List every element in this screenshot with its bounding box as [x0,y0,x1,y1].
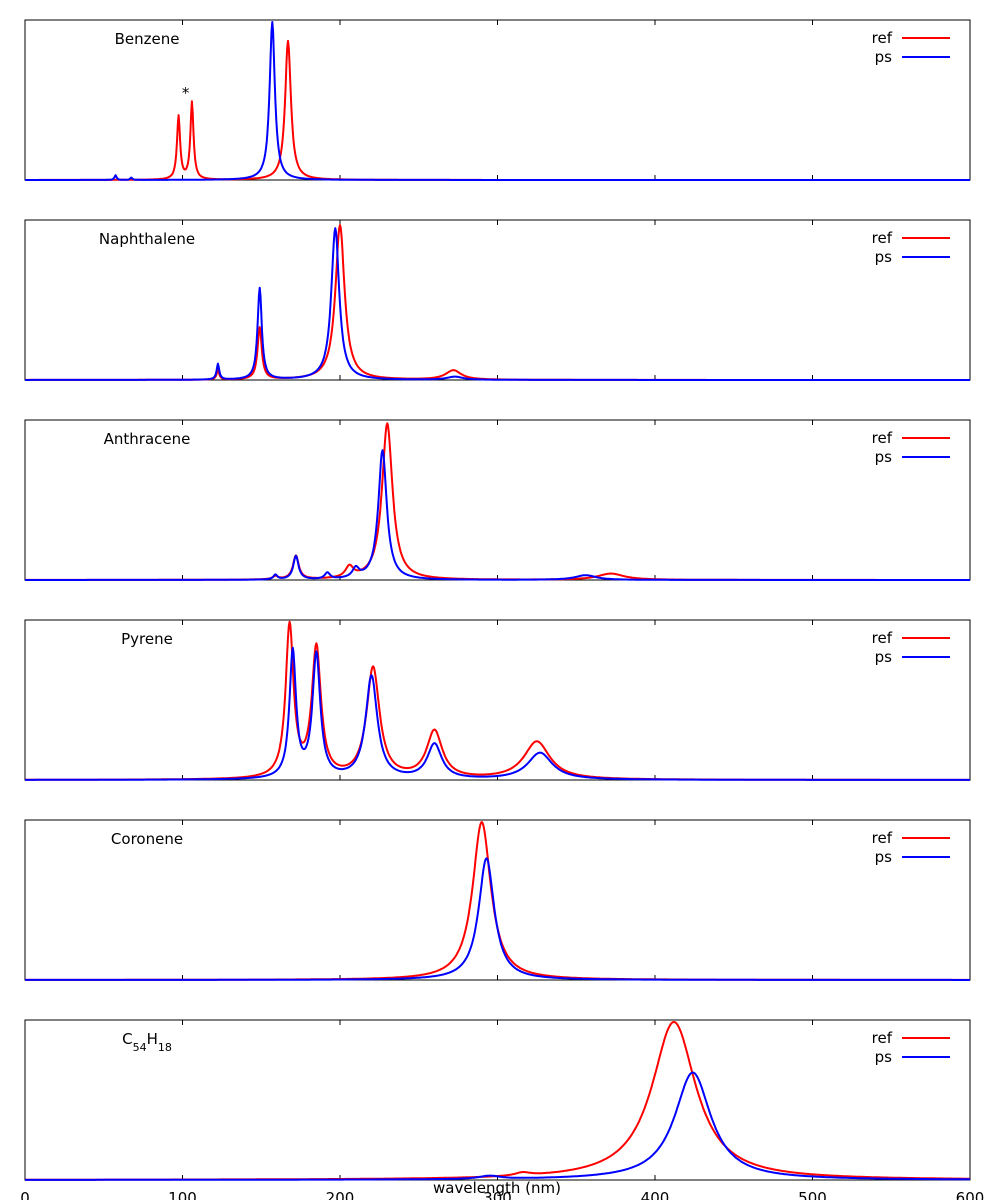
legend-label-ref: ref [872,229,893,247]
panel-title-part: 18 [158,1041,172,1054]
legend-label-ps: ps [875,848,893,866]
legend-label-ps: ps [875,648,893,666]
x-tick-label: 400 [641,1189,670,1200]
series-ps-line [24,449,971,581]
panel-title: Coronene [111,830,183,848]
legend-label-ps: ps [875,1048,893,1066]
series-ps-line [24,646,971,781]
panel-title-part: C [122,1030,132,1048]
legend-label-ps: ps [875,248,893,266]
series-ps-line [24,21,971,181]
x-tick-label: 100 [168,1189,197,1200]
x-tick-label: 500 [798,1189,827,1200]
peak-annotation: * [182,84,190,102]
panel-title: C54H18 [122,1030,172,1054]
x-tick-label: 200 [326,1189,355,1200]
legend-label-ref: ref [872,29,893,47]
x-tick-label: 300 [483,1189,512,1200]
panel-title: Anthracene [104,430,191,448]
legend-label-ref: ref [872,629,893,647]
legend-label-ref: ref [872,829,893,847]
x-tick-label: 600 [956,1189,985,1200]
legend-label-ps: ps [875,448,893,466]
legend-label-ref: ref [872,429,893,447]
series-ps-line [24,227,971,381]
legend-label-ps: ps [875,48,893,66]
series-ps-line [24,1071,971,1181]
panel-title: Benzene [115,30,180,48]
legend-label-ref: ref [872,1029,893,1047]
series-ps-line [24,857,971,981]
series-ref-line [24,224,971,381]
panel-title-part: H [147,1030,158,1048]
x-tick-label: 0 [20,1189,30,1200]
x-axis-label: wavelength (nm) [433,1179,561,1197]
panel-title: Pyrene [121,630,173,648]
panel-title: Naphthalene [99,230,195,248]
series-ref-line [24,39,971,181]
x-axis: 0 100 200 300 400 500 600 [20,1189,984,1200]
panel-title-part: 54 [133,1041,147,1054]
